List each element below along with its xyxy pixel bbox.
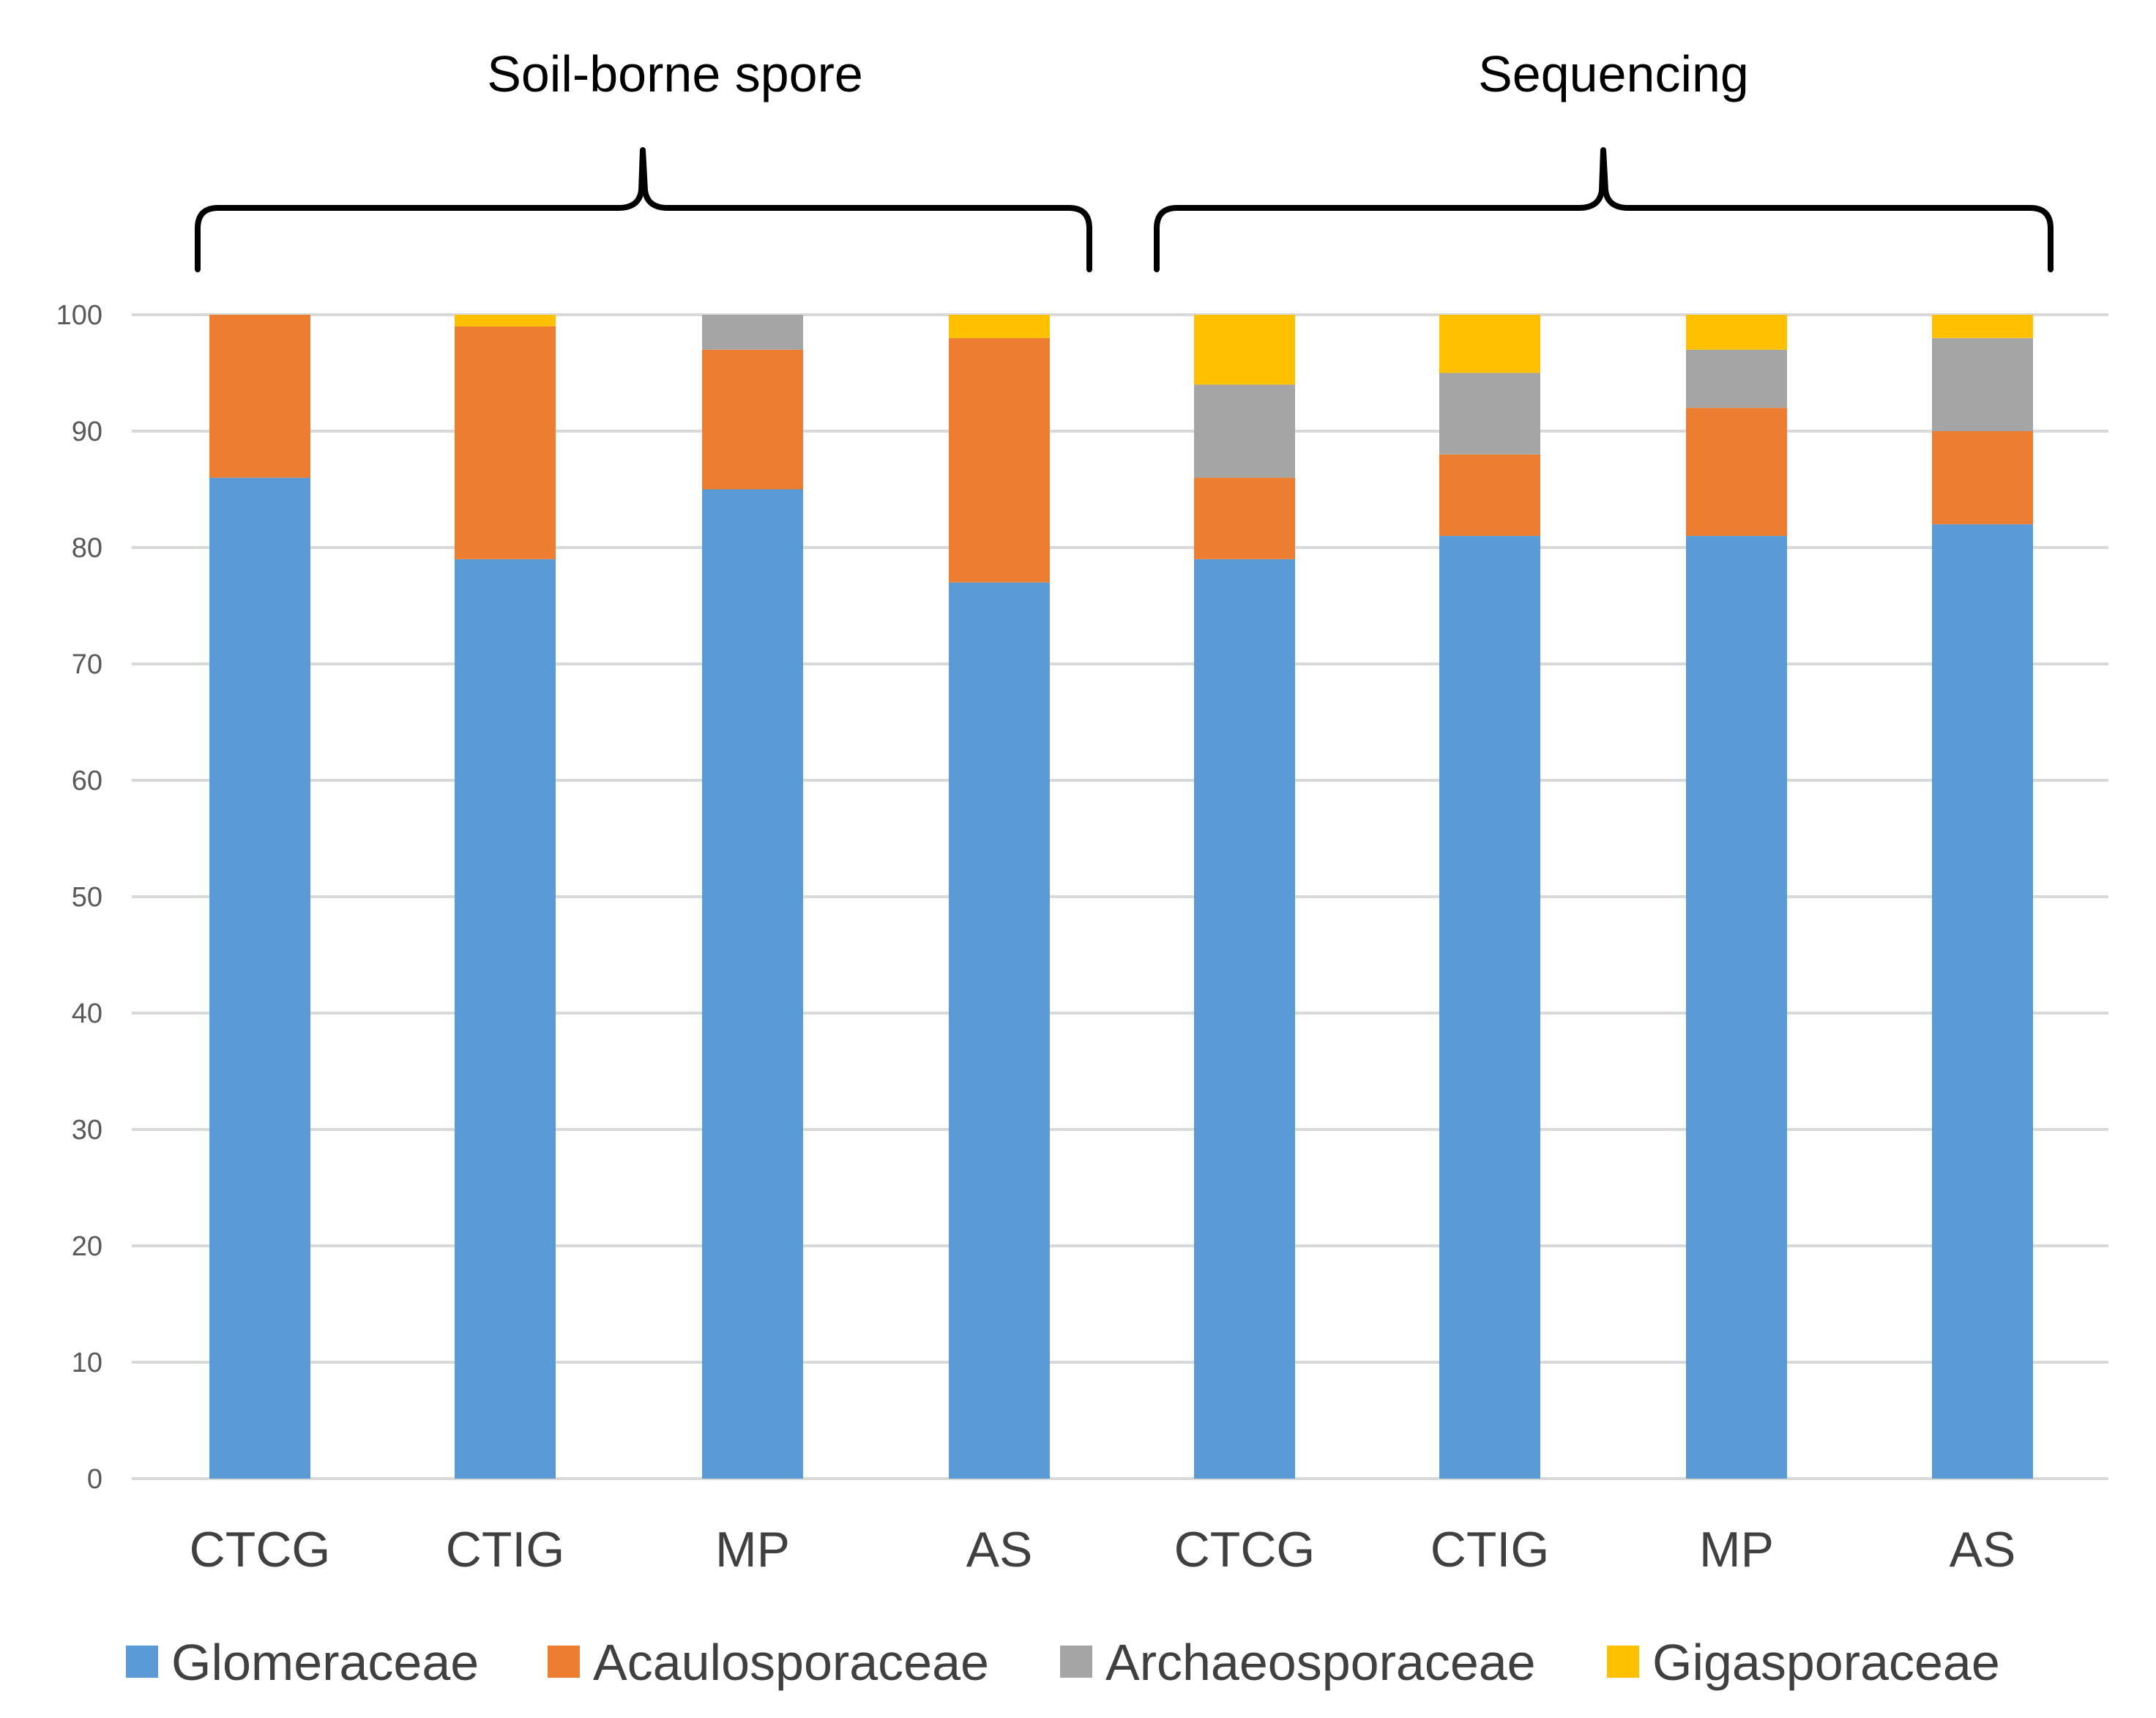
y-tick-label: 60 — [72, 766, 102, 796]
bar-acaulosporaceae-ctig — [455, 326, 556, 559]
bar-glomeraceae-ctcg — [209, 477, 310, 1479]
legend-label-glomeraceae: Glomeraceae — [171, 1634, 479, 1691]
bar-gigasporaceae-mp — [1686, 315, 1787, 350]
bar-glomeraceae-ctig — [1439, 536, 1540, 1479]
bar-acaulosporaceae-ctcg — [209, 315, 310, 478]
brace-sequencing — [1154, 147, 2054, 272]
brace-soil-borne-spore — [195, 147, 1092, 272]
bar-acaulosporaceae-ctig — [1439, 454, 1540, 537]
bar-glomeraceae-ctcg — [1194, 559, 1295, 1479]
bar-stack-as — [949, 315, 1050, 1479]
bar-gigasporaceae-ctig — [455, 315, 556, 326]
bar-archaeosporaceae-mp — [702, 315, 803, 350]
legend-label-gigasporaceae: Gigasporaceae — [1652, 1634, 2000, 1691]
bar-stack-ctcg — [1194, 315, 1295, 1479]
y-tick-label: 50 — [72, 882, 102, 913]
x-category-label: AS — [966, 1522, 1033, 1577]
group-label-sequencing: Sequencing — [1478, 45, 1749, 102]
legend-label-archaeosporaceae: Archaeosporaceae — [1105, 1634, 1536, 1691]
group-label-soil-borne-spore: Soil-borne spore — [487, 45, 863, 102]
legend-label-acaulosporaceae: Acaulosporaceae — [593, 1634, 989, 1691]
bar-gigasporaceae-ctcg — [1194, 315, 1295, 385]
bar-acaulosporaceae-mp — [702, 349, 803, 490]
legend: Glomeraceae Acaulosporaceae Archaeospora… — [126, 1634, 2000, 1691]
bar-stack-ctcg — [209, 315, 310, 1479]
group-soil-borne-spore: Soil-borne spore — [195, 45, 1092, 272]
bar-acaulosporaceae-mp — [1686, 408, 1787, 537]
x-category-label: AS — [1950, 1522, 2016, 1577]
bar-glomeraceae-as — [1932, 524, 2033, 1479]
bar-stack-ctig — [455, 315, 556, 1479]
bar-glomeraceae-mp — [702, 489, 803, 1479]
y-axis-ticks: 0 10 20 30 40 50 60 70 80 90 100 — [56, 300, 102, 1495]
gridlines — [132, 313, 2108, 1480]
legend-swatch-gigasporaceae — [1607, 1646, 1639, 1678]
bar-archaeosporaceae-as — [1932, 337, 2033, 431]
bar-stack-as — [1932, 315, 2033, 1479]
legend-swatch-acaulosporaceae — [548, 1646, 580, 1678]
bar-gigasporaceae-as — [1932, 315, 2033, 338]
bar-glomeraceae-ctig — [455, 559, 556, 1479]
x-axis-categories: CTCG CTIG MP AS CTCG CTIG MP AS — [190, 1522, 2016, 1577]
x-category-label: CTIG — [1431, 1522, 1549, 1577]
legend-swatch-archaeosporaceae — [1060, 1646, 1092, 1678]
bar-archaeosporaceae-ctig — [1439, 373, 1540, 455]
x-category-label: MP — [715, 1522, 790, 1577]
bar-glomeraceae-as — [949, 582, 1050, 1479]
x-category-label: CTIG — [446, 1522, 564, 1577]
bar-archaeosporaceae-mp — [1686, 349, 1787, 408]
bar-stack-mp — [1686, 315, 1787, 1479]
bar-acaulosporaceae-ctcg — [1194, 477, 1295, 559]
y-tick-label: 30 — [72, 1115, 102, 1146]
y-tick-label: 10 — [72, 1348, 102, 1378]
bars — [209, 315, 2033, 1479]
bar-acaulosporaceae-as — [1932, 431, 2033, 525]
bar-acaulosporaceae-as — [949, 337, 1050, 583]
bar-glomeraceae-mp — [1686, 536, 1787, 1479]
y-tick-label: 70 — [72, 649, 102, 680]
legend-swatch-glomeraceae — [126, 1646, 158, 1678]
y-tick-label: 20 — [72, 1231, 102, 1262]
y-tick-label: 100 — [56, 300, 102, 331]
group-sequencing: Sequencing — [1154, 45, 2054, 272]
y-tick-label: 0 — [87, 1464, 102, 1495]
y-tick-label: 90 — [72, 417, 102, 447]
x-category-label: MP — [1699, 1522, 1774, 1577]
bar-gigasporaceae-as — [949, 315, 1050, 338]
bar-stack-mp — [702, 315, 803, 1479]
bar-stack-ctig — [1439, 315, 1540, 1479]
y-tick-label: 40 — [72, 998, 102, 1029]
bar-archaeosporaceae-ctcg — [1194, 384, 1295, 478]
bar-gigasporaceae-ctig — [1439, 315, 1540, 373]
x-category-label: CTCG — [190, 1522, 331, 1577]
y-tick-label: 80 — [72, 533, 102, 564]
x-category-label: CTCG — [1174, 1522, 1316, 1577]
